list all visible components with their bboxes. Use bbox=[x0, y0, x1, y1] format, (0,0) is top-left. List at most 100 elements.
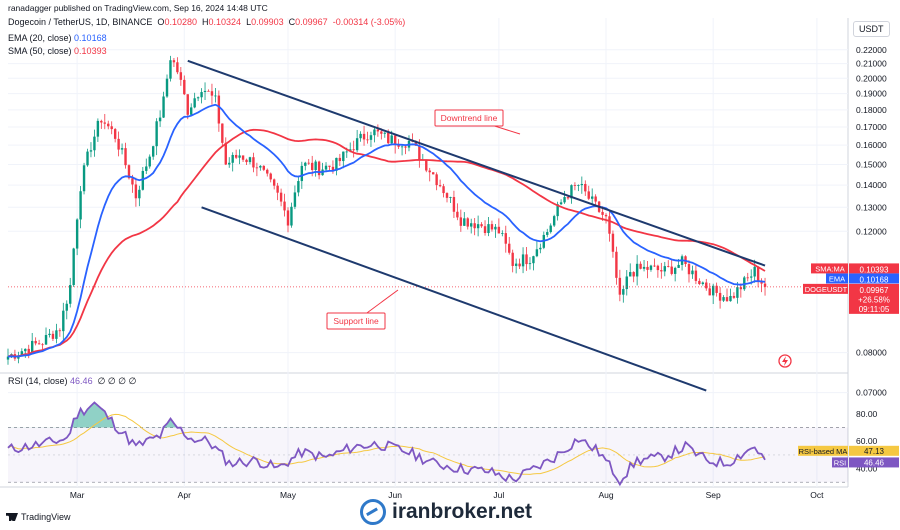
candle-body bbox=[400, 146, 404, 148]
last-price-tag: 0.09967+26.58%09:11:05 bbox=[849, 283, 899, 314]
ema-price-value: 0.10168 bbox=[860, 275, 889, 284]
price-tick-label: 0.20000 bbox=[856, 73, 887, 83]
sma-line bbox=[7, 128, 766, 358]
candle-body bbox=[518, 263, 521, 267]
high-value: 0.10324 bbox=[208, 17, 242, 27]
close-value: 0.09967 bbox=[295, 17, 328, 27]
candle-body bbox=[266, 169, 269, 174]
candle-body bbox=[466, 218, 469, 227]
ema-value: 0.10168 bbox=[74, 33, 107, 43]
tradingview-icon bbox=[6, 513, 18, 521]
downtrend-line-label: Downtrend line bbox=[441, 113, 498, 123]
candle-body bbox=[124, 148, 127, 166]
watermark: iranbroker.net bbox=[360, 499, 532, 525]
price-tick-label: 0.13000 bbox=[856, 202, 887, 212]
ema-price-tag-bg bbox=[849, 273, 899, 284]
rsi-tick-label: 60.00 bbox=[856, 436, 878, 446]
candle-body bbox=[58, 330, 62, 332]
candle-body bbox=[615, 251, 618, 278]
candle-body bbox=[117, 138, 120, 150]
candle-body bbox=[131, 178, 134, 185]
candle-body bbox=[673, 267, 677, 274]
rsi-ma-value: 47.13 bbox=[864, 447, 885, 456]
candle-body bbox=[635, 263, 639, 277]
high-label: H bbox=[202, 17, 209, 27]
rsi-overbought-fill bbox=[8, 402, 766, 428]
candle-body bbox=[670, 266, 673, 274]
candle-body bbox=[487, 224, 490, 234]
tradingview-logo[interactable]: TradingView bbox=[6, 512, 71, 522]
grid bbox=[0, 18, 849, 488]
candle-body bbox=[186, 94, 189, 115]
candle-body bbox=[691, 270, 694, 275]
candle-body bbox=[37, 343, 41, 345]
candle-body bbox=[746, 277, 749, 279]
candle-body bbox=[362, 133, 366, 140]
candle-body bbox=[705, 282, 708, 289]
rsi-line bbox=[7, 401, 766, 487]
open-value: 0.10280 bbox=[164, 17, 197, 27]
candle-body bbox=[214, 95, 217, 97]
rsi-legend[interactable]: RSI (14, close) 46.46 ∅ ∅ ∅ ∅ bbox=[8, 376, 136, 387]
ema-legend[interactable]: EMA (20, close) 0.10168 bbox=[8, 33, 107, 43]
candle-body bbox=[342, 151, 345, 162]
candle-body bbox=[328, 165, 331, 167]
candle-body bbox=[418, 145, 421, 160]
candle-body bbox=[577, 185, 580, 186]
candle-body bbox=[708, 288, 711, 296]
candle-body bbox=[110, 126, 113, 130]
broker-logo-icon bbox=[360, 499, 386, 525]
lightning-icon[interactable] bbox=[778, 354, 792, 368]
candle-body bbox=[107, 123, 110, 127]
candle-body bbox=[425, 159, 428, 171]
candle-body bbox=[483, 226, 487, 234]
candle-body bbox=[532, 256, 535, 264]
sma-legend[interactable]: SMA (50, close) 0.10393 bbox=[8, 46, 107, 56]
candle-body bbox=[272, 179, 276, 186]
open-label: O bbox=[157, 17, 165, 27]
candle-body bbox=[345, 151, 348, 153]
candle-body bbox=[48, 333, 51, 336]
candle-body bbox=[694, 270, 698, 281]
candle-body bbox=[732, 295, 736, 298]
candle-body bbox=[44, 335, 48, 345]
rsi-ma-name: RSI-based MA bbox=[799, 447, 848, 456]
candle-body bbox=[86, 151, 89, 166]
candle-body bbox=[611, 233, 615, 252]
candle-body bbox=[352, 149, 355, 151]
candle-body bbox=[435, 174, 438, 186]
downtrend-line-callout: Downtrend line bbox=[434, 109, 521, 135]
lightning-icon-ring bbox=[778, 354, 792, 368]
candle-body bbox=[397, 144, 400, 147]
candle-body bbox=[165, 78, 169, 97]
candle-body bbox=[276, 185, 279, 193]
candle-body bbox=[304, 162, 307, 166]
price-tick-label: 0.19000 bbox=[856, 89, 887, 99]
candle-body bbox=[221, 123, 224, 143]
candle-body bbox=[324, 165, 328, 170]
time-tick-label: May bbox=[280, 490, 297, 500]
candle-body bbox=[380, 131, 383, 134]
candle-body bbox=[559, 202, 563, 205]
candle-body bbox=[100, 120, 103, 123]
candle-body bbox=[148, 156, 151, 167]
candle-body bbox=[317, 161, 321, 176]
symbol-name: Dogecoin / TetherUS, 1D, BINANCE bbox=[8, 17, 153, 27]
candle-body bbox=[494, 226, 497, 230]
candle-body bbox=[428, 170, 431, 173]
candle-body bbox=[445, 193, 449, 198]
candle-body bbox=[376, 129, 380, 132]
time-tick-label: Mar bbox=[70, 490, 85, 500]
candle-body bbox=[359, 133, 362, 139]
candle-body bbox=[442, 186, 445, 194]
time-tick-label: Jul bbox=[493, 490, 504, 500]
candle-body bbox=[753, 266, 756, 277]
ema-label: EMA (20, close) bbox=[8, 33, 72, 43]
candle-body bbox=[625, 276, 628, 290]
candle-body bbox=[660, 270, 663, 272]
candle-body bbox=[508, 243, 511, 253]
price-tick-label: 0.22000 bbox=[856, 45, 887, 55]
candle-body bbox=[750, 276, 753, 278]
currency-button[interactable]: USDT bbox=[853, 21, 890, 37]
candle-body bbox=[169, 60, 172, 79]
